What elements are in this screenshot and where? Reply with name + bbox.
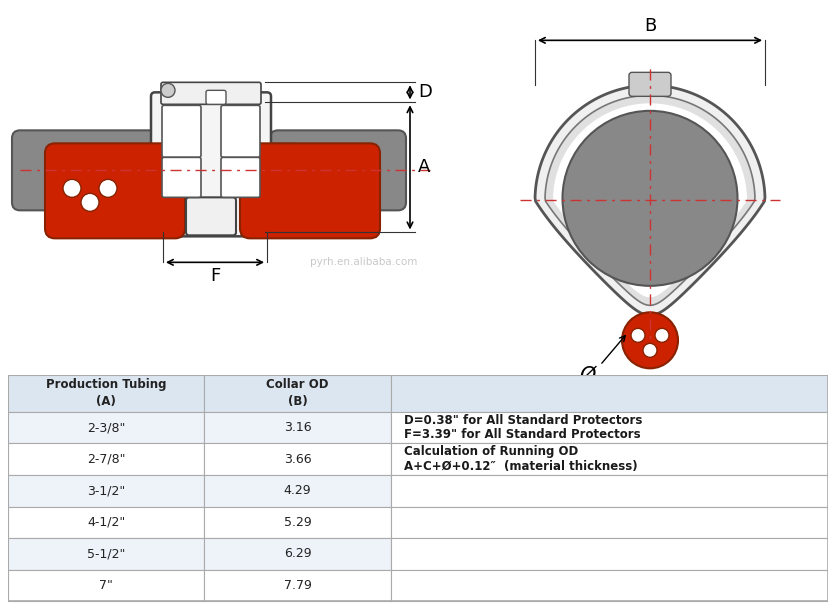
Circle shape [622, 313, 678, 368]
FancyBboxPatch shape [186, 197, 236, 235]
Text: A+C+Ø+0.12″  (material thickness): A+C+Ø+0.12″ (material thickness) [405, 460, 638, 473]
Bar [390, 412, 828, 443]
FancyBboxPatch shape [161, 82, 261, 104]
Text: B: B [644, 17, 656, 36]
Bar [8, 507, 204, 538]
FancyBboxPatch shape [221, 157, 260, 197]
Circle shape [161, 84, 175, 98]
Bar [390, 375, 828, 412]
Circle shape [655, 328, 669, 343]
Text: Ø: Ø [580, 365, 596, 386]
Text: 7": 7" [99, 579, 114, 592]
Text: D: D [418, 84, 432, 101]
Bar [204, 412, 390, 443]
Circle shape [99, 179, 117, 197]
Text: pyrh.en.alibaba.com: pyrh.en.alibaba.com [310, 257, 417, 267]
Text: Production Tubing
(A): Production Tubing (A) [46, 378, 166, 408]
Bar [204, 570, 390, 601]
Circle shape [631, 328, 645, 343]
Text: F: F [210, 267, 220, 286]
FancyBboxPatch shape [629, 72, 671, 96]
Bar [390, 443, 828, 475]
FancyBboxPatch shape [240, 143, 380, 238]
FancyBboxPatch shape [270, 130, 406, 211]
FancyBboxPatch shape [232, 143, 298, 197]
Text: F=3.39" for All Standard Protectors: F=3.39" for All Standard Protectors [405, 428, 641, 441]
Text: A: A [418, 158, 431, 176]
Bar [8, 412, 204, 443]
Bar [204, 375, 390, 412]
Ellipse shape [571, 119, 729, 278]
Bar [204, 538, 390, 570]
Bar [390, 507, 828, 538]
Bar [8, 538, 204, 570]
Text: 3.16: 3.16 [283, 421, 311, 434]
Text: Calculation of Running OD: Calculation of Running OD [405, 445, 579, 458]
Bar [204, 475, 390, 507]
Text: 2-7/8": 2-7/8" [87, 453, 125, 466]
Text: 3-1/2": 3-1/2" [87, 484, 125, 497]
FancyBboxPatch shape [162, 157, 201, 197]
Text: 4-1/2": 4-1/2" [87, 516, 125, 529]
Circle shape [643, 343, 657, 357]
Bar [390, 475, 828, 507]
FancyBboxPatch shape [151, 92, 271, 236]
Bar [204, 507, 390, 538]
Text: 5.29: 5.29 [283, 516, 311, 529]
Text: 5-1/2": 5-1/2" [87, 547, 125, 561]
Circle shape [81, 193, 99, 211]
Text: 4.29: 4.29 [283, 484, 311, 497]
Text: 2-3/8": 2-3/8" [87, 421, 125, 434]
Polygon shape [545, 95, 755, 305]
FancyBboxPatch shape [12, 130, 188, 211]
Ellipse shape [563, 111, 737, 286]
Circle shape [63, 179, 81, 197]
Bar [390, 570, 828, 601]
Bar [8, 570, 204, 601]
Text: 7.79: 7.79 [283, 579, 311, 592]
Bar [390, 538, 828, 570]
Bar [8, 443, 204, 475]
Text: Collar OD
(B): Collar OD (B) [266, 378, 329, 408]
Text: 3.66: 3.66 [283, 453, 311, 466]
Text: 6.29: 6.29 [283, 547, 311, 561]
Polygon shape [535, 85, 765, 316]
FancyBboxPatch shape [45, 143, 185, 238]
FancyBboxPatch shape [221, 106, 260, 157]
Polygon shape [553, 103, 747, 297]
Ellipse shape [573, 121, 727, 276]
Text: D=0.38" for All Standard Protectors: D=0.38" for All Standard Protectors [405, 414, 643, 427]
Bar [8, 375, 204, 412]
FancyBboxPatch shape [147, 143, 208, 197]
FancyBboxPatch shape [206, 90, 226, 104]
Bar [204, 443, 390, 475]
Bar [8, 475, 204, 507]
FancyBboxPatch shape [162, 106, 201, 157]
